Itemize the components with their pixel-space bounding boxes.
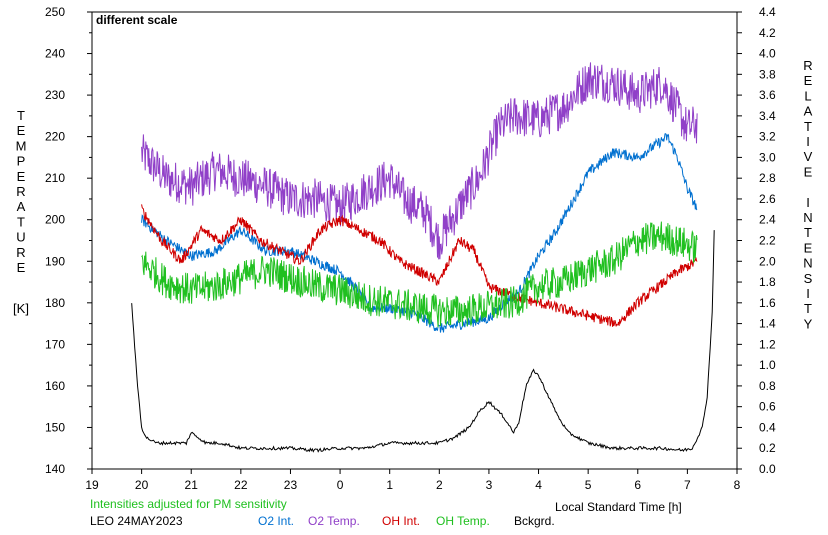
x-tick-label: 22 xyxy=(234,478,248,492)
y-right-label-letter: N xyxy=(803,256,812,271)
y-left-label-letter: T xyxy=(17,214,25,229)
y-right-label-letter: V xyxy=(804,149,813,164)
legend-o2-temp: O2 Temp. xyxy=(308,514,360,528)
y-left-label-letter: T xyxy=(17,108,25,123)
y-left-tick-label: 190 xyxy=(45,254,65,268)
y-right-tick-label: 3.4 xyxy=(759,109,776,123)
y-right-label-letter: S xyxy=(804,271,813,286)
y-right-tick-label: 3.0 xyxy=(759,150,776,164)
series-line-o2_temp xyxy=(141,62,698,260)
y-right-label-letter: R xyxy=(803,58,812,73)
y-right-tick-label: 1.6 xyxy=(759,296,776,310)
x-tick-label: 23 xyxy=(284,478,298,492)
x-tick-label: 1 xyxy=(386,478,393,492)
y-right-tick-label: 3.8 xyxy=(759,67,776,81)
y-left-label-letter: E xyxy=(17,123,26,138)
y-left-tick-label: 250 xyxy=(45,5,65,19)
y-left-label-letter: U xyxy=(16,230,25,245)
pm-sensitivity-note: Intensities adjusted for PM sensitivity xyxy=(90,497,287,511)
y-right-label-letter: I xyxy=(806,195,810,210)
legend-oh-int: OH Int. xyxy=(382,514,421,528)
y-right-tick-label: 2.0 xyxy=(759,254,776,268)
y-left-tick-label: 150 xyxy=(45,420,65,434)
y-left-label-letter: P xyxy=(17,154,26,169)
y-right-tick-label: 1.0 xyxy=(759,358,776,372)
y-left-tick-label: 170 xyxy=(45,337,65,351)
legend-o2-int: O2 Int. xyxy=(258,514,295,528)
y-right-tick-label: 2.2 xyxy=(759,234,776,248)
y-right-label-letter: Y xyxy=(804,316,813,331)
y-right-tick-label: 0.0 xyxy=(759,462,776,476)
series-line-o2_int xyxy=(141,133,698,333)
x-tick-label: 8 xyxy=(734,478,741,492)
series-line-bckgrd xyxy=(131,230,715,453)
x-tick-label: 0 xyxy=(337,478,344,492)
y-left-label-letter: R xyxy=(16,245,25,260)
y-right-label-letter: T xyxy=(804,301,812,316)
y-right-tick-label: 1.4 xyxy=(759,317,776,331)
x-tick-label: 20 xyxy=(135,478,149,492)
x-tick-label: 5 xyxy=(585,478,592,492)
y-right-tick-label: 0.6 xyxy=(759,400,776,414)
legend-bckgrd: Bckgrd. xyxy=(514,514,555,528)
y-left-label-letter: R xyxy=(16,184,25,199)
y-left-label-letter: E xyxy=(17,169,26,184)
x-tick-label: 6 xyxy=(634,478,641,492)
y-right-tick-label: 1.8 xyxy=(759,275,776,289)
y-right-label-letter: L xyxy=(804,88,811,103)
y-right-tick-label: 0.8 xyxy=(759,379,776,393)
y-right-label-letter: I xyxy=(806,134,810,149)
y-right-tick-label: 4.4 xyxy=(759,5,776,19)
y-right-tick-label: 2.8 xyxy=(759,171,776,185)
y-right-tick-label: 1.2 xyxy=(759,337,776,351)
y-left-tick-label: 220 xyxy=(45,130,65,144)
y-right-label-letter: E xyxy=(804,240,813,255)
y-right-tick-label: 2.6 xyxy=(759,192,776,206)
x-axis-label: Local Standard Time [h] xyxy=(555,500,682,514)
y-left-tick-label: 240 xyxy=(45,47,65,61)
different-scale-annotation: different scale xyxy=(96,13,178,27)
y-right-tick-label: 3.2 xyxy=(759,130,776,144)
y-right-label-letter: I xyxy=(806,286,810,301)
y-right-tick-label: 0.2 xyxy=(759,441,776,455)
y-right-label-letter: E xyxy=(804,164,813,179)
y-right-tick-label: 2.4 xyxy=(759,213,776,227)
x-tick-label: 7 xyxy=(684,478,691,492)
y-right-tick-label: 3.6 xyxy=(759,88,776,102)
legend-oh-temp: OH Temp. xyxy=(436,514,490,528)
x-tick-label: 4 xyxy=(535,478,542,492)
series-line-oh_int xyxy=(141,204,698,327)
y-right-label-letter: T xyxy=(804,225,812,240)
y-right-label-letter: E xyxy=(804,73,813,88)
y-right-tick-label: 4.2 xyxy=(759,26,776,40)
x-tick-label: 19 xyxy=(85,478,99,492)
x-tick-label: 3 xyxy=(486,478,493,492)
y-left-label-letter: E xyxy=(17,260,26,275)
y-right-tick-label: 0.4 xyxy=(759,420,776,434)
y-right-label-letter: T xyxy=(804,119,812,134)
y-left-label-letter: M xyxy=(16,138,27,153)
station-date-label: LEO 24MAY2023 xyxy=(90,514,183,528)
y-left-tick-label: 210 xyxy=(45,171,65,185)
y-left-tick-label: 200 xyxy=(45,213,65,227)
y-left-label-letter: A xyxy=(17,199,26,214)
x-tick-label: 21 xyxy=(185,478,199,492)
y-left-tick-label: 140 xyxy=(45,462,65,476)
axis-labels: 19 20 21 22 23 0 1 2 3 4 5 6 7 8250240230220210200190… xyxy=(13,5,813,492)
y-right-label-letter: N xyxy=(803,210,812,225)
x-tick-label: 2 xyxy=(436,478,443,492)
series-line-oh_temp xyxy=(141,221,698,328)
y-left-tick-label: 230 xyxy=(45,88,65,102)
y-left-tick-label: 160 xyxy=(45,379,65,393)
axes xyxy=(87,11,742,474)
y-left-unit: [K] xyxy=(13,301,29,316)
y-left-tick-label: 180 xyxy=(45,296,65,310)
series-layer xyxy=(131,62,715,453)
y-right-tick-label: 4.0 xyxy=(759,47,776,61)
y-right-label-letter: A xyxy=(804,104,813,119)
